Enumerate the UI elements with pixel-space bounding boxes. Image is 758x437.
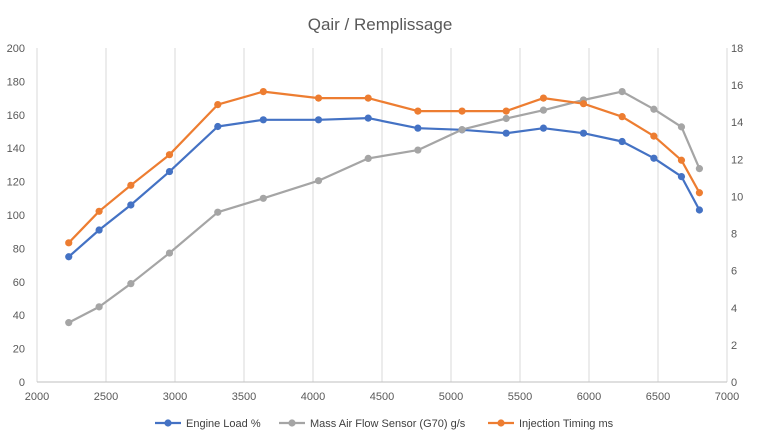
- data-point: [259, 116, 267, 124]
- x-tick-label: 7000: [715, 391, 739, 403]
- data-point: [650, 105, 658, 113]
- data-point: [502, 107, 510, 115]
- data-point: [127, 280, 135, 288]
- data-point: [695, 189, 704, 197]
- data-point: [650, 154, 658, 162]
- data-point: [65, 253, 73, 261]
- axes: 2000 2500 3000 3500 4000 4500 5000 5500 6000 6500…: [7, 43, 744, 403]
- grid-lines: [36, 48, 728, 382]
- y-right-tick-label: 8: [731, 229, 737, 241]
- x-tick-label: 2000: [25, 391, 49, 403]
- y-right-tick-label: 4: [731, 303, 737, 315]
- data-point: [364, 154, 372, 163]
- series-layer: [65, 88, 704, 327]
- y-right-tick-label: 14: [731, 117, 743, 129]
- y-left-tick-label: 20: [13, 344, 25, 356]
- data-point: [650, 132, 658, 140]
- chart-title: Qair / Remplissage: [308, 15, 453, 34]
- legend-marker-3: [497, 419, 505, 427]
- y-left-tick-label: 200: [7, 43, 25, 55]
- x-tick-label: 6500: [646, 391, 670, 403]
- legend-marker-2: [288, 419, 296, 427]
- data-point: [677, 156, 686, 164]
- x-tick-label: 2500: [94, 391, 118, 403]
- y-left-tick-label: 0: [19, 377, 25, 389]
- data-point: [579, 100, 588, 108]
- data-point: [127, 201, 135, 209]
- data-point: [502, 114, 510, 123]
- data-point: [677, 172, 686, 181]
- data-point: [165, 249, 174, 257]
- y-left-tick-label: 140: [7, 143, 25, 155]
- data-point: [695, 206, 704, 214]
- legend-label-1: Engine Load %: [186, 418, 261, 430]
- data-point: [618, 137, 626, 146]
- y-right-tick-label: 10: [731, 191, 743, 203]
- y-right-tick-label: 6: [731, 266, 737, 278]
- data-point: [259, 88, 267, 96]
- data-point: [695, 165, 704, 173]
- data-point: [364, 114, 372, 122]
- legend-marker-1: [164, 419, 172, 427]
- y-right-tick-label: 16: [731, 80, 743, 92]
- y-left-tick-label: 80: [13, 243, 25, 255]
- data-point: [214, 100, 222, 109]
- y-left-tick-label: 180: [7, 76, 25, 88]
- data-point: [314, 94, 323, 102]
- x-tick-label: 3500: [232, 391, 256, 403]
- data-point: [314, 116, 323, 124]
- data-point: [165, 151, 174, 159]
- data-point: [314, 177, 323, 185]
- data-point: [165, 167, 174, 176]
- legend-label-3: Injection Timing ms: [519, 418, 614, 430]
- data-point: [579, 129, 588, 137]
- x-tick-label: 4000: [301, 391, 325, 403]
- data-point: [414, 146, 422, 154]
- data-point: [127, 181, 135, 189]
- legend: Engine Load % Mass Air Flow Sensor (G70) …: [155, 418, 614, 430]
- y-left-tick-label: 40: [13, 310, 25, 322]
- y-right-tick-label: 2: [731, 340, 737, 352]
- y-right-tick-label: 0: [731, 377, 737, 389]
- x-tick-label: 6000: [577, 391, 601, 403]
- data-point: [677, 123, 686, 131]
- data-point: [65, 319, 73, 327]
- x-tick-label: 5000: [439, 391, 463, 403]
- data-point: [539, 94, 548, 102]
- x-tick-label: 5500: [508, 391, 532, 403]
- data-point: [414, 124, 422, 132]
- data-point: [458, 126, 466, 134]
- y-left-tick-label: 100: [7, 210, 25, 222]
- data-point: [414, 107, 422, 115]
- data-point: [502, 129, 510, 137]
- data-point: [618, 88, 626, 96]
- y-right-tick-label: 18: [731, 43, 743, 55]
- data-point: [214, 122, 222, 131]
- data-point: [95, 226, 103, 234]
- data-point: [364, 94, 372, 102]
- y-right-tick-label: 12: [731, 154, 743, 166]
- y-left-tick-label: 120: [7, 177, 25, 189]
- legend-label-2: Mass Air Flow Sensor (G70) g/s: [310, 418, 466, 430]
- data-point: [618, 113, 626, 121]
- data-point: [259, 194, 267, 202]
- y-left-tick-label: 60: [13, 277, 25, 289]
- data-point: [95, 207, 103, 215]
- data-point: [458, 107, 466, 115]
- data-point: [539, 124, 548, 132]
- data-point: [539, 106, 548, 114]
- data-point: [65, 239, 73, 247]
- x-tick-label: 3000: [163, 391, 187, 403]
- data-point: [214, 208, 222, 216]
- data-point: [95, 303, 103, 311]
- x-tick-label: 4500: [370, 391, 394, 403]
- y-left-tick-label: 160: [7, 110, 25, 122]
